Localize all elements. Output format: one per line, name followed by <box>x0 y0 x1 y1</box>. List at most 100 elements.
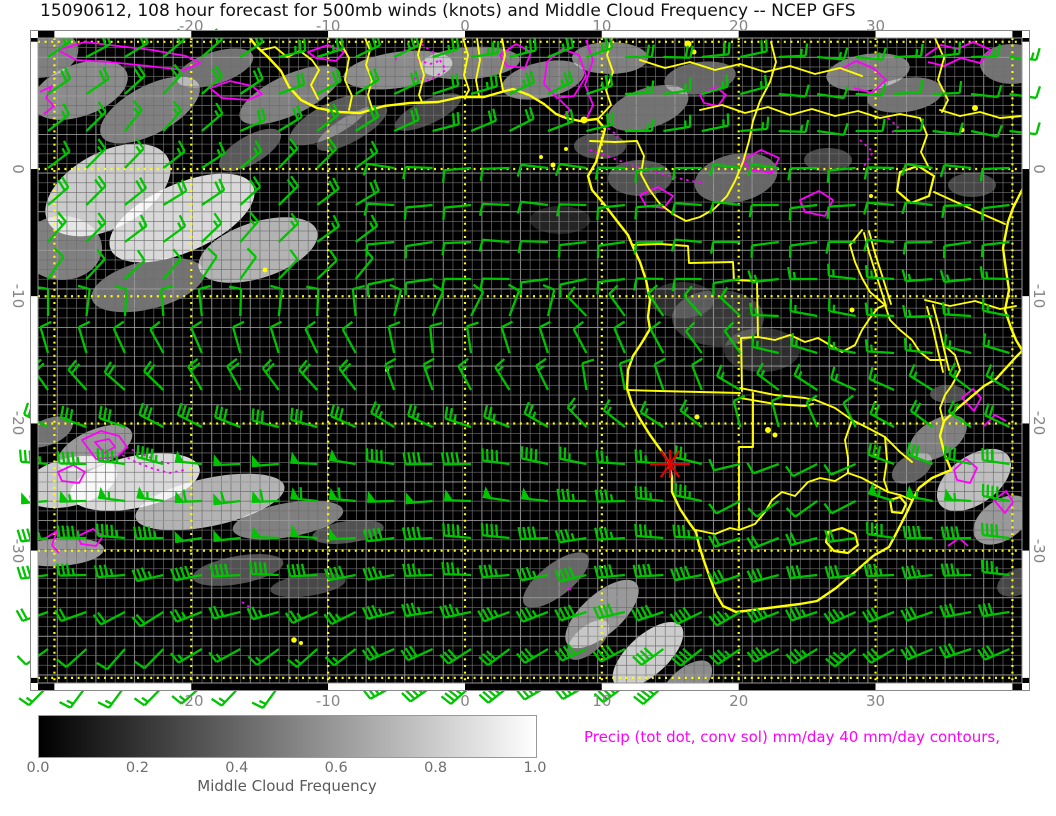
wind-barb <box>634 449 664 466</box>
axis-tick-label: -20 <box>9 411 27 436</box>
wind-barb <box>401 526 433 541</box>
wind-barb <box>136 486 164 503</box>
wind-barb <box>239 108 267 133</box>
wind-barb <box>200 247 218 280</box>
wind-barb <box>593 685 626 704</box>
wind-barb <box>354 248 374 280</box>
wind-barb <box>112 320 126 354</box>
wind-barb <box>56 648 88 668</box>
island-dot <box>684 40 692 48</box>
wind-barb <box>509 38 537 59</box>
axis-tick-label: 30 <box>866 692 886 710</box>
wind-barb <box>613 320 626 354</box>
wind-barb <box>679 399 703 428</box>
wind-barb <box>516 200 549 214</box>
wind-barb <box>341 320 357 354</box>
axis-tick-label: 20 <box>729 692 749 710</box>
wind-barb <box>176 402 203 429</box>
wind-barb <box>478 202 510 217</box>
wind-barb <box>547 109 575 133</box>
wind-barb <box>855 83 887 97</box>
wind-barb <box>338 358 357 391</box>
precip-contour <box>94 438 116 454</box>
cloud-blob <box>38 60 128 120</box>
wind-barb <box>748 203 779 218</box>
wind-barb <box>596 240 626 259</box>
wind-barb <box>521 487 549 503</box>
country-border <box>499 38 506 91</box>
wind-barb <box>465 321 479 354</box>
wind-barb <box>649 320 665 354</box>
wind-barb <box>547 34 575 59</box>
wind-barb <box>746 535 780 550</box>
cloud-blob <box>659 660 713 683</box>
axis-tick-label: -10 <box>9 284 27 309</box>
wind-barb <box>508 106 535 133</box>
wind-barb <box>133 648 165 670</box>
wind-barb <box>939 603 972 619</box>
wind-barb <box>131 611 164 628</box>
wind-barb <box>214 404 241 429</box>
wind-barb <box>823 499 857 515</box>
wind-barb <box>516 647 549 664</box>
wind-barb <box>864 339 895 355</box>
country-border <box>699 104 921 119</box>
wind-barb <box>979 166 1010 182</box>
wind-barb <box>948 362 972 391</box>
precip-contour <box>983 414 1007 427</box>
wind-barb <box>778 119 810 134</box>
wind-barb <box>494 358 511 391</box>
wind-barb <box>231 320 245 354</box>
wind-barb <box>756 362 780 391</box>
wind-barb <box>542 283 556 317</box>
axis-tick-label: -10 <box>315 692 341 710</box>
wind-barb <box>290 451 318 466</box>
wind-barb <box>387 321 401 354</box>
wind-barb <box>95 523 126 540</box>
wind-barb <box>479 277 510 291</box>
wind-barb <box>439 603 472 619</box>
wind-barb <box>480 523 510 540</box>
wind-barb <box>367 490 395 503</box>
wind-barb <box>249 561 279 577</box>
country-border <box>462 38 470 98</box>
wind-barb <box>47 176 70 206</box>
wind-barb <box>669 606 703 625</box>
country-border <box>883 436 889 493</box>
wind-barb <box>400 645 434 662</box>
wind-barb <box>980 240 1010 258</box>
colorbar-tick-label: 0.8 <box>424 760 448 776</box>
wind-barb <box>442 523 472 540</box>
wind-barb <box>286 563 318 578</box>
wind-barb <box>905 485 933 503</box>
wind-barb <box>239 175 262 206</box>
wind-barb <box>586 112 614 133</box>
wind-barb <box>787 266 818 281</box>
wind-barb <box>251 525 279 540</box>
wind-barb <box>422 357 435 391</box>
cloud-blob <box>980 44 1022 84</box>
precip-contours <box>39 39 1014 614</box>
wind-barb <box>980 559 1010 577</box>
wind-barb <box>174 450 202 466</box>
wind-barb <box>405 492 433 505</box>
colorbar-tick-label: 1.0 <box>523 760 547 776</box>
lake-or-enclave-outline <box>824 526 860 555</box>
wind-barb <box>602 399 626 428</box>
wind-barb <box>251 408 280 429</box>
wind-barb <box>943 334 972 355</box>
wind-barb <box>404 240 433 259</box>
wind-barb <box>351 284 365 317</box>
wind-barb <box>213 454 241 467</box>
wind-barb <box>793 363 818 391</box>
wind-barb <box>47 103 71 132</box>
wind-barb <box>401 602 433 617</box>
plot-frame <box>30 30 1030 691</box>
precip-contour <box>839 60 887 94</box>
axis-tick-label: -10 <box>315 17 341 35</box>
wind-barb <box>861 607 895 624</box>
country-border <box>939 109 1022 119</box>
wind-barb <box>592 603 626 620</box>
country-border <box>648 41 777 222</box>
wind-barb <box>669 565 703 582</box>
